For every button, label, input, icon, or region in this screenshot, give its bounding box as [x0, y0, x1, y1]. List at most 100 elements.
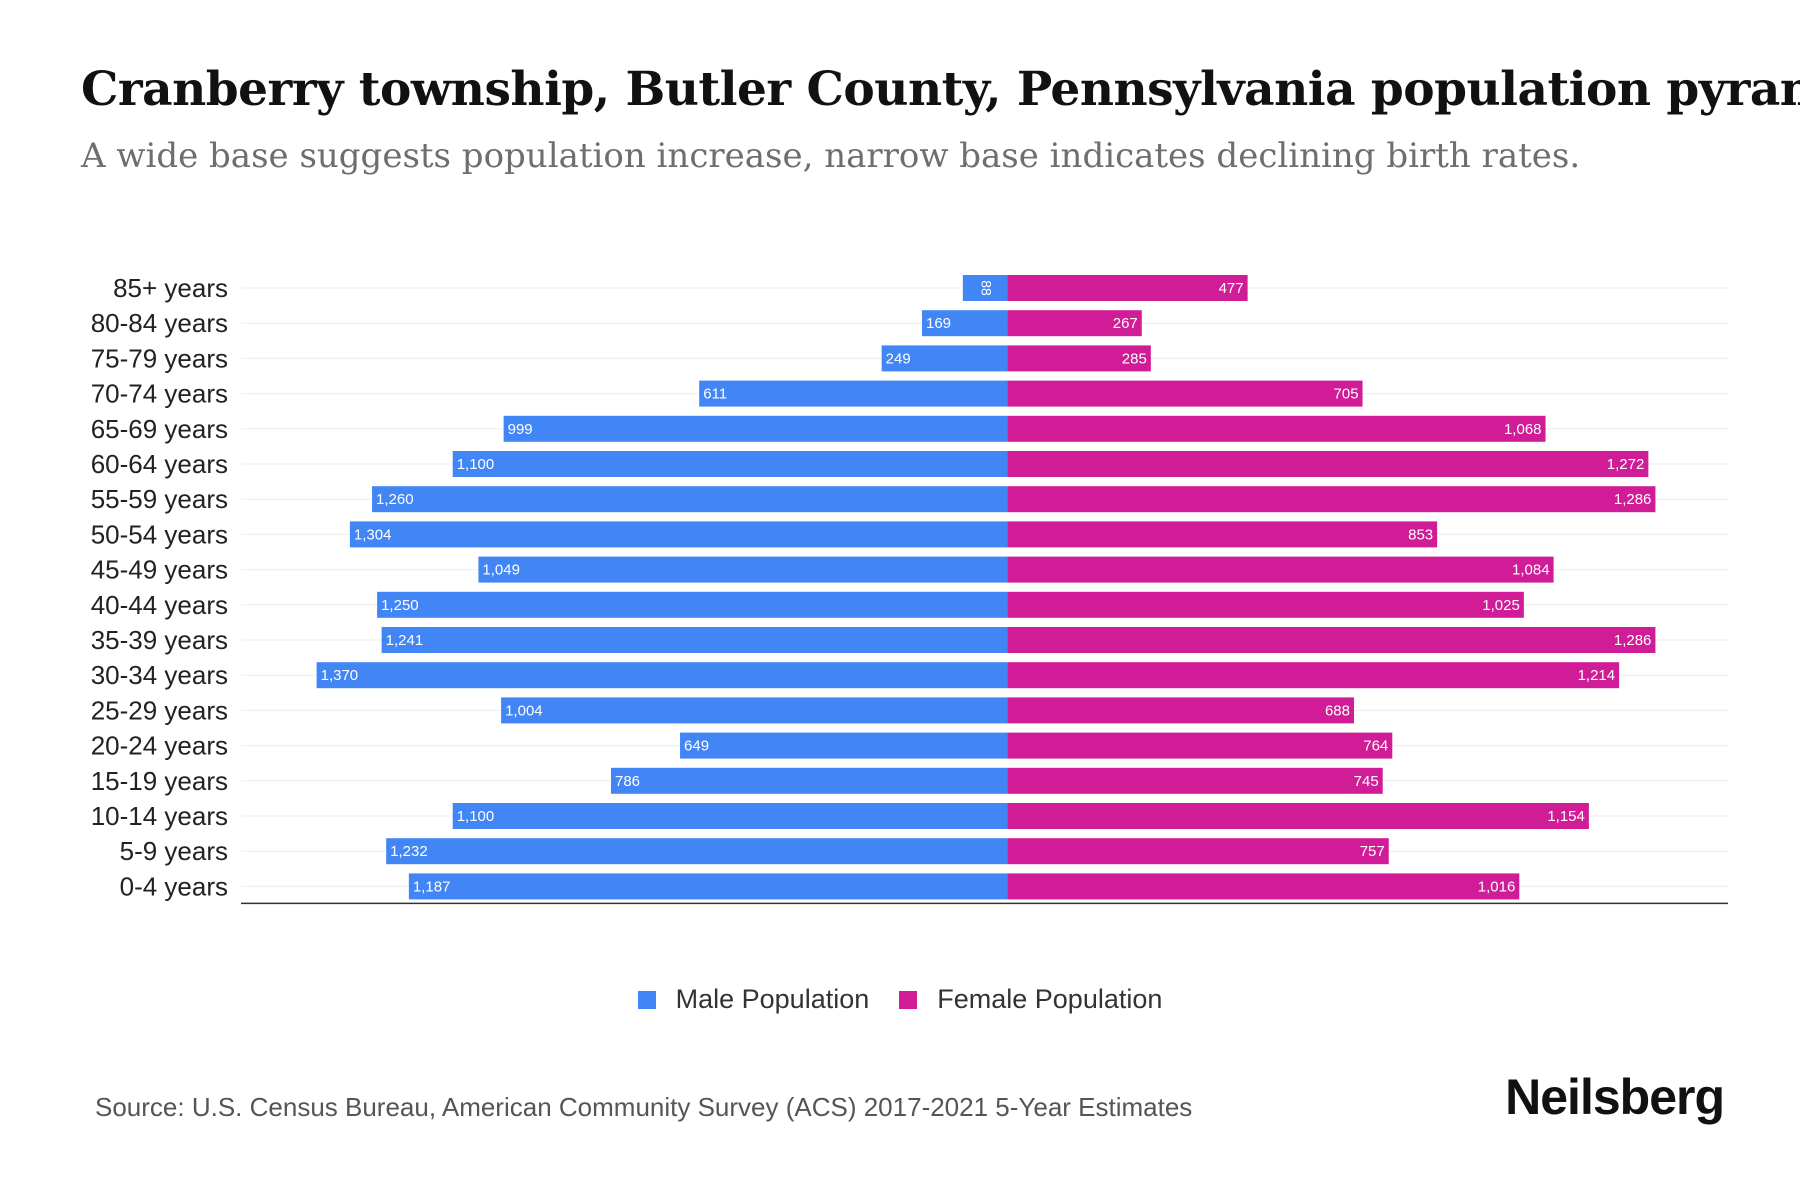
legend-label-male: Male Population — [675, 984, 870, 1014]
male-bar — [921, 310, 1008, 337]
legend: Male Population Female Population — [0, 984, 1800, 1015]
male-bar — [501, 697, 1008, 724]
female-data-label: 1,286 — [1614, 632, 1652, 649]
female-data-label: 267 — [1113, 315, 1138, 332]
female-bar — [1007, 627, 1656, 653]
female-data-label: 757 — [1360, 843, 1385, 860]
legend-item-male: Male Population — [637, 984, 870, 1015]
male-bar — [680, 732, 1008, 759]
male-data-label: 649 — [684, 738, 709, 755]
female-bar — [1007, 873, 1520, 900]
male-bar — [478, 556, 1008, 583]
female-data-label: 688 — [1325, 702, 1350, 719]
female-bar — [1007, 662, 1620, 689]
male-data-label: 1,250 — [381, 597, 419, 614]
male-bar — [386, 838, 1008, 865]
male-data-label: 611 — [703, 386, 727, 403]
category-label: 20-24 years — [91, 731, 228, 761]
male-bar — [372, 486, 1008, 513]
male-data-label: 1,187 — [413, 878, 451, 895]
male-data-label: 999 — [508, 421, 533, 438]
male-data-label: 1,232 — [390, 843, 428, 860]
male-data-label: 1,370 — [321, 667, 359, 684]
male-bar — [503, 415, 1008, 442]
source-note: Source: U.S. Census Bureau, American Com… — [95, 1092, 1193, 1122]
female-data-label: 705 — [1334, 386, 1359, 403]
female-data-label: 745 — [1354, 773, 1379, 790]
category-label: 25-29 years — [91, 695, 228, 725]
female-data-label: 1,214 — [1578, 667, 1616, 684]
female-bar — [1007, 732, 1393, 759]
category-label: 80-84 years — [91, 308, 228, 338]
male-data-label: 1,304 — [354, 526, 392, 543]
male-data-label: 1,049 — [482, 562, 520, 579]
male-data-label: 1,241 — [386, 632, 424, 649]
legend-swatch-male — [637, 990, 656, 1009]
male-data-label: 169 — [926, 315, 951, 332]
male-data-label: 88 — [978, 280, 994, 296]
female-data-label: 285 — [1122, 350, 1147, 367]
chart-title: Cranberry township, Butler County, Penns… — [81, 62, 1800, 117]
female-data-label: 1,286 — [1614, 491, 1652, 508]
population-pyramid-chart: 85+ years 88 477 80-84 years 169 267 75-79 yea… — [91, 273, 1728, 905]
female-data-label: 764 — [1363, 738, 1388, 755]
male-bar — [377, 591, 1008, 618]
legend-item-female: Female Population — [899, 984, 1162, 1015]
female-bar — [1007, 556, 1554, 583]
male-bar — [316, 662, 1008, 689]
male-bar — [610, 767, 1008, 794]
female-bar — [1007, 345, 1151, 372]
male-bar — [962, 275, 1008, 301]
male-bar — [699, 380, 1008, 407]
category-label: 0-4 years — [120, 871, 228, 901]
female-bar — [1007, 415, 1546, 442]
male-data-label: 1,004 — [505, 702, 543, 719]
female-bar — [1007, 275, 1248, 301]
male-data-label: 786 — [615, 773, 640, 790]
female-data-label: 1,084 — [1512, 562, 1550, 579]
female-data-label: 1,016 — [1478, 878, 1516, 895]
female-data-label: 1,154 — [1547, 808, 1585, 825]
male-bar — [381, 627, 1008, 653]
legend-label-female: Female Population — [937, 984, 1163, 1014]
category-label: 70-74 years — [91, 379, 228, 409]
male-bar — [408, 873, 1008, 900]
female-bar — [1007, 486, 1656, 513]
male-data-label: 249 — [886, 350, 911, 367]
female-data-label: 1,272 — [1607, 456, 1645, 473]
female-bar — [1007, 451, 1649, 477]
male-data-label: 1,100 — [457, 808, 495, 825]
male-bar — [349, 521, 1008, 548]
category-label: 5-9 years — [120, 836, 228, 866]
category-label: 60-64 years — [91, 449, 228, 479]
female-bar — [1007, 521, 1438, 548]
female-data-label: 1,025 — [1482, 597, 1520, 614]
male-bar — [452, 803, 1008, 829]
category-label: 45-49 years — [91, 555, 228, 585]
category-label: 50-54 years — [91, 519, 228, 549]
female-data-label: 1,068 — [1504, 421, 1542, 438]
female-bar — [1007, 697, 1354, 724]
category-label: 15-19 years — [91, 766, 228, 796]
female-bar — [1007, 838, 1389, 865]
female-data-label: 477 — [1219, 280, 1244, 297]
category-label: 85+ years — [113, 273, 228, 303]
chart-subtitle: A wide base suggests population increase… — [81, 136, 1581, 176]
category-label: 75-79 years — [91, 343, 228, 373]
male-data-label: 1,100 — [457, 456, 495, 473]
female-bar — [1007, 767, 1383, 794]
category-label: 30-34 years — [91, 660, 228, 690]
female-bar — [1007, 380, 1363, 407]
brand-logo: Neilsberg — [1505, 1069, 1725, 1125]
category-label: 10-14 years — [91, 801, 228, 831]
category-label: 55-59 years — [91, 484, 228, 514]
female-data-label: 853 — [1408, 526, 1433, 543]
category-label: 65-69 years — [91, 414, 228, 444]
category-label: 35-39 years — [91, 625, 228, 655]
category-label: 40-44 years — [91, 590, 228, 620]
female-bar — [1007, 591, 1524, 618]
female-bar — [1007, 803, 1589, 829]
legend-swatch-female — [899, 990, 918, 1009]
male-bar — [452, 451, 1008, 477]
female-bar — [1007, 310, 1142, 337]
